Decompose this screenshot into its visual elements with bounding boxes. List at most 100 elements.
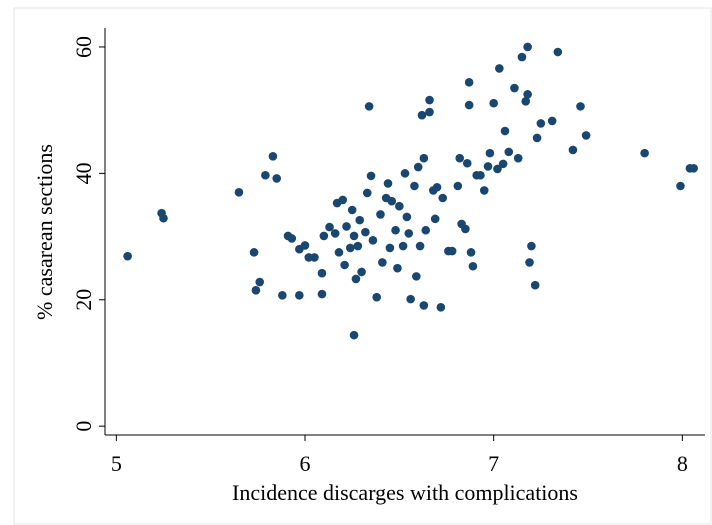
point xyxy=(410,181,419,191)
point xyxy=(310,253,319,262)
point xyxy=(387,196,397,206)
point xyxy=(430,214,440,224)
x-tick-label: 8 xyxy=(677,451,688,476)
point xyxy=(391,225,400,235)
point xyxy=(334,248,344,257)
point xyxy=(287,234,297,243)
point xyxy=(527,241,536,251)
point xyxy=(476,170,485,180)
point xyxy=(523,90,532,99)
point xyxy=(510,83,519,93)
graph-frame xyxy=(13,7,712,525)
point xyxy=(640,148,649,158)
point xyxy=(455,153,465,163)
y-axis-title: % casarean sections xyxy=(32,144,57,320)
point xyxy=(342,222,351,231)
point xyxy=(272,174,281,183)
point xyxy=(461,224,470,234)
point xyxy=(479,186,489,195)
point xyxy=(378,258,387,267)
point xyxy=(404,229,414,238)
point xyxy=(355,215,365,225)
point xyxy=(536,119,546,128)
y-tick-label: 40 xyxy=(71,162,96,184)
point xyxy=(581,131,591,140)
point xyxy=(517,52,527,62)
point xyxy=(349,231,359,241)
point xyxy=(425,95,434,105)
point xyxy=(689,164,698,173)
point xyxy=(364,102,374,111)
point xyxy=(468,261,478,271)
point xyxy=(402,212,412,222)
point xyxy=(383,179,393,188)
point xyxy=(676,181,685,191)
point xyxy=(278,291,287,300)
x-tick-label: 7 xyxy=(488,451,499,476)
point xyxy=(372,292,381,302)
point xyxy=(489,98,498,108)
point xyxy=(406,294,415,304)
point xyxy=(553,47,563,57)
point xyxy=(366,171,376,181)
point xyxy=(413,162,423,172)
point xyxy=(419,153,429,163)
point xyxy=(268,151,278,161)
point xyxy=(525,258,534,267)
point xyxy=(432,182,442,192)
point xyxy=(568,145,578,155)
y-tick-label: 60 xyxy=(71,36,96,58)
point xyxy=(425,107,434,117)
y-tick-label: 0 xyxy=(71,421,96,432)
point xyxy=(547,116,557,126)
point xyxy=(123,251,132,261)
point xyxy=(421,225,431,235)
x-axis-title: Incidence discarges with complications xyxy=(232,480,578,505)
point xyxy=(330,229,340,238)
point xyxy=(159,213,168,223)
point xyxy=(385,243,395,253)
point xyxy=(485,148,495,158)
point xyxy=(417,110,427,120)
point xyxy=(393,263,402,273)
point xyxy=(398,241,408,251)
point xyxy=(483,162,493,171)
point xyxy=(261,170,270,180)
point xyxy=(412,272,421,281)
point xyxy=(576,102,585,111)
point xyxy=(249,248,259,257)
point xyxy=(447,246,457,256)
point xyxy=(395,201,404,211)
point xyxy=(251,285,261,295)
point xyxy=(319,231,329,241)
x-tick-label: 5 xyxy=(111,451,122,476)
point xyxy=(530,280,540,290)
point xyxy=(345,243,355,253)
point xyxy=(532,133,542,143)
point xyxy=(361,227,370,237)
point xyxy=(500,126,510,136)
point xyxy=(436,303,446,312)
point xyxy=(504,147,514,157)
point xyxy=(351,274,361,284)
point xyxy=(513,153,523,163)
point xyxy=(325,222,334,232)
point xyxy=(466,248,476,257)
point xyxy=(464,100,474,110)
point xyxy=(464,78,474,87)
y-tick-label: 20 xyxy=(71,289,96,311)
point xyxy=(415,241,425,251)
point xyxy=(234,188,244,197)
point xyxy=(255,277,265,287)
point xyxy=(338,195,348,205)
point xyxy=(317,289,327,299)
point xyxy=(498,159,508,169)
point xyxy=(357,267,366,277)
point xyxy=(493,164,502,174)
x-tick-label: 6 xyxy=(300,451,311,476)
point xyxy=(368,236,378,245)
point xyxy=(340,260,349,270)
point xyxy=(317,268,327,278)
point xyxy=(438,193,448,203)
